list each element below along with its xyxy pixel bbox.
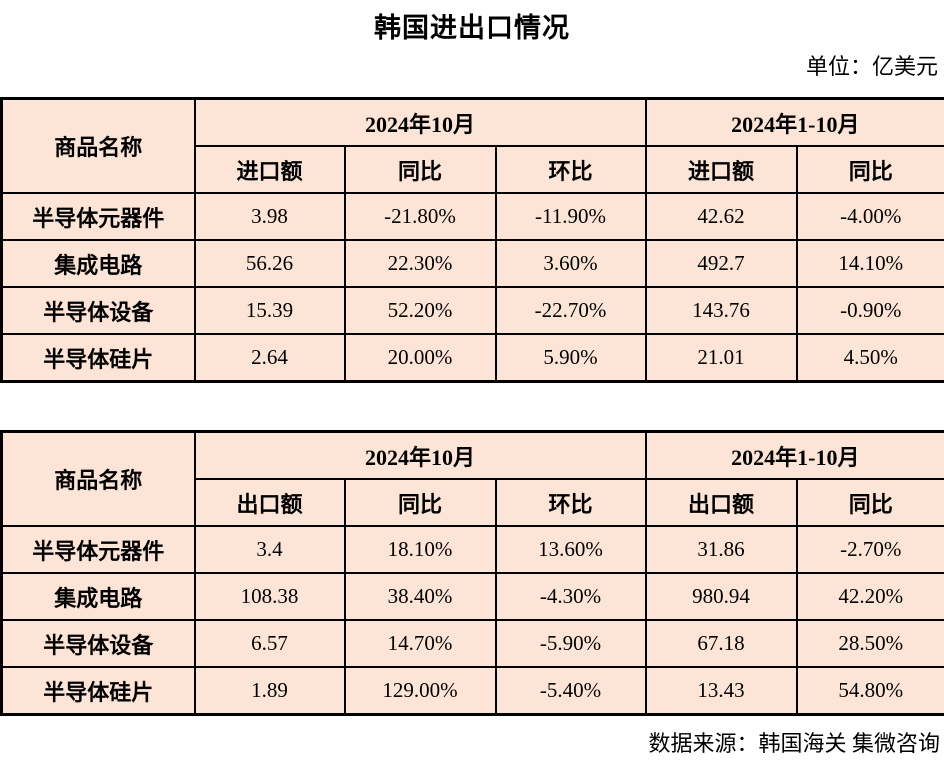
- cell: 18.10%: [343, 525, 497, 574]
- cell: 21.01: [644, 333, 798, 383]
- cell: 22.30%: [343, 239, 497, 288]
- cell: 14.70%: [343, 619, 497, 668]
- exports-table: 商品名称 2024年10月 2024年1-10月 出口额 同比 环比 出口额 同…: [0, 430, 944, 716]
- cell: 28.50%: [795, 619, 944, 668]
- cell: 492.7: [644, 239, 798, 288]
- cell: 3.4: [193, 525, 346, 574]
- table-row: 集成电路 56.26 22.30% 3.60% 492.7 14.10%: [0, 239, 944, 288]
- cell: 20.00%: [343, 333, 497, 383]
- cell: 129.00%: [343, 666, 497, 716]
- exports-group-header-oct2024: 2024年10月: [193, 430, 647, 480]
- page-title: 韩国进出口情况: [374, 13, 570, 43]
- row-label: 半导体元器件: [0, 525, 196, 574]
- cell: 31.86: [644, 525, 798, 574]
- imports-table: 商品名称 2024年10月 2024年1-10月 进口额 同比 环比 进口额 同…: [0, 97, 944, 383]
- cell: -11.90%: [494, 192, 647, 241]
- imports-subheader-yoy-oct: 同比: [343, 145, 497, 194]
- cell: 67.18: [644, 619, 798, 668]
- unit-note: 单位：亿美元: [805, 54, 938, 79]
- cell: 13.43: [644, 666, 798, 716]
- cell: 42.62: [644, 192, 798, 241]
- cell: 5.90%: [494, 333, 647, 383]
- cell: 56.26: [193, 239, 346, 288]
- row-label: 半导体元器件: [0, 192, 196, 241]
- table-row: 半导体硅片 1.89 129.00% -5.40% 13.43 54.80%: [0, 666, 944, 716]
- cell: 4.50%: [795, 333, 944, 383]
- imports-subheader-yoy-ytd: 同比: [795, 145, 944, 194]
- imports-corner-header: 商品名称: [0, 97, 196, 194]
- cell: 108.38: [193, 572, 346, 621]
- cell: 54.80%: [795, 666, 944, 716]
- cell: 6.57: [193, 619, 346, 668]
- row-label: 半导体硅片: [0, 333, 196, 383]
- imports-subheader-mom-oct: 环比: [494, 145, 647, 194]
- exports-sub-header-row: 出口额 同比 环比 出口额 同比: [2, 478, 944, 527]
- table-row: 半导体元器件 3.98 -21.80% -11.90% 42.62 -4.00%: [0, 192, 944, 241]
- exports-subheader-export-amount-ytd: 出口额: [644, 478, 798, 527]
- exports-subheader-yoy-oct: 同比: [343, 478, 497, 527]
- imports-group-header-oct2024: 2024年10月: [193, 97, 647, 147]
- cell: -4.30%: [494, 572, 647, 621]
- exports-corner-header: 商品名称: [0, 430, 196, 527]
- cell: 42.20%: [795, 572, 944, 621]
- imports-subheader-import-amount-ytd: 进口额: [644, 145, 798, 194]
- exports-subheader-mom-oct: 环比: [494, 478, 647, 527]
- exports-group-header-jan-oct2024: 2024年1-10月: [644, 430, 944, 480]
- row-label: 半导体设备: [0, 619, 196, 668]
- imports-subheader-import-amount-oct: 进口额: [193, 145, 346, 194]
- row-label: 半导体设备: [0, 286, 196, 335]
- imports-group-header-jan-oct2024: 2024年1-10月: [644, 97, 944, 147]
- table-row: 半导体硅片 2.64 20.00% 5.90% 21.01 4.50%: [0, 333, 944, 383]
- cell: 38.40%: [343, 572, 497, 621]
- cell: 1.89: [193, 666, 346, 716]
- cell: -22.70%: [494, 286, 647, 335]
- exports-group-header-row: 商品名称 2024年10月 2024年1-10月: [0, 430, 944, 527]
- cell: 52.20%: [343, 286, 497, 335]
- cell: 13.60%: [494, 525, 647, 574]
- row-label: 集成电路: [0, 572, 196, 621]
- cell: 2.64: [193, 333, 346, 383]
- cell: -5.40%: [494, 666, 647, 716]
- table-row: 半导体设备 6.57 14.70% -5.90% 67.18 28.50%: [0, 619, 944, 668]
- row-label: 集成电路: [0, 239, 196, 288]
- table-row: 半导体元器件 3.4 18.10% 13.60% 31.86 -2.70%: [0, 525, 944, 574]
- cell: -0.90%: [795, 286, 944, 335]
- cell: -2.70%: [795, 525, 944, 574]
- cell: 143.76: [644, 286, 798, 335]
- cell: 3.98: [193, 192, 346, 241]
- row-label: 半导体硅片: [0, 666, 196, 716]
- table-row: 半导体设备 15.39 52.20% -22.70% 143.76 -0.90%: [0, 286, 944, 335]
- exports-subheader-yoy-ytd: 同比: [795, 478, 944, 527]
- exports-subheader-export-amount-oct: 出口额: [193, 478, 346, 527]
- cell: 14.10%: [795, 239, 944, 288]
- cell: 15.39: [193, 286, 346, 335]
- data-source-note: 数据来源：韩国海关 集微咨询: [648, 731, 940, 756]
- imports-sub-header-row: 进口额 同比 环比 进口额 同比: [2, 145, 944, 194]
- cell: -21.80%: [343, 192, 497, 241]
- cell: 3.60%: [494, 239, 647, 288]
- imports-group-header-row: 商品名称 2024年10月 2024年1-10月: [0, 97, 944, 194]
- cell: -5.90%: [494, 619, 647, 668]
- cell: -4.00%: [795, 192, 944, 241]
- cell: 980.94: [644, 572, 798, 621]
- table-row: 集成电路 108.38 38.40% -4.30% 980.94 42.20%: [0, 572, 944, 621]
